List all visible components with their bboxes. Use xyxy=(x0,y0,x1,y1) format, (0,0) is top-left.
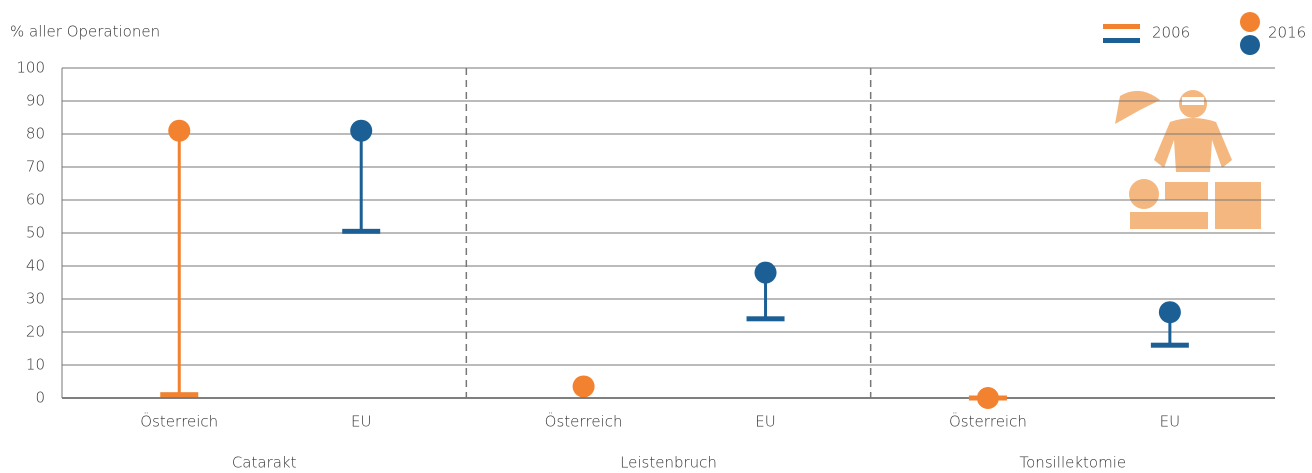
surgeon-icon xyxy=(1115,90,1261,229)
group-label: Tonsillektomie xyxy=(1020,454,1127,472)
legend-swatch xyxy=(1103,24,1140,29)
marker-2016 xyxy=(350,119,373,142)
legend-swatch xyxy=(1240,12,1260,32)
marker-2006 xyxy=(746,316,785,322)
y-tick-label: 80 xyxy=(26,125,45,143)
marker-2006 xyxy=(342,228,381,234)
y-tick-label: 50 xyxy=(26,224,45,242)
legend-label: 2016 xyxy=(1268,24,1306,42)
marker-2016 xyxy=(1158,301,1181,324)
legend-swatch xyxy=(1103,38,1140,43)
marker-2016 xyxy=(976,387,999,409)
y-tick-label: 60 xyxy=(26,191,45,209)
x-tick-label: EU xyxy=(1160,413,1180,431)
y-tick-label: 40 xyxy=(26,257,45,275)
x-tick-label: Österreich xyxy=(545,412,623,431)
x-tick-label: EU xyxy=(351,413,371,431)
marker-2006 xyxy=(1150,342,1189,348)
y-tick-label: 90 xyxy=(26,92,45,110)
y-tick-label: 0 xyxy=(35,389,45,407)
marker-2016 xyxy=(572,375,595,398)
y-tick-label: 30 xyxy=(26,290,45,308)
y-tick-label: 20 xyxy=(26,323,45,341)
y-tick-label: 70 xyxy=(26,158,45,176)
x-tick-label: Österreich xyxy=(949,412,1027,431)
legend-label: 2006 xyxy=(1152,24,1190,42)
y-axis-label: % aller Operationen xyxy=(10,23,160,41)
legend-swatch xyxy=(1240,35,1260,55)
marker-2006 xyxy=(160,392,199,398)
group-label: Catarakt xyxy=(232,454,297,472)
x-tick-label: Österreich xyxy=(140,412,218,431)
x-tick-label: EU xyxy=(755,413,775,431)
y-tick-label: 100 xyxy=(16,59,45,77)
marker-2016 xyxy=(168,119,191,142)
group-label: Leistenbruch xyxy=(620,454,717,472)
y-tick-label: 10 xyxy=(26,356,45,374)
marker-2016 xyxy=(754,261,777,284)
